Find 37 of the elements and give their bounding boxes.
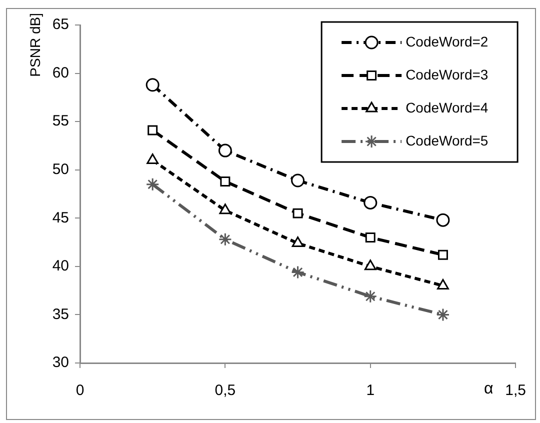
point [291,174,305,188]
legend-label: CodeWord=2 [406,33,488,50]
point [364,196,378,210]
y-tick-label: 45 [52,209,69,226]
point [365,232,376,242]
point [437,278,449,290]
point [219,204,232,214]
y-tick-label: 50 [52,161,69,178]
point [438,250,448,260]
x-tick-label: 0 [76,382,84,400]
legend-label: CodeWord=4 [406,99,488,116]
x-tick-label: 0,5 [214,382,236,400]
point [364,260,376,270]
point [292,236,304,247]
y-axis-title: PSNR dB] [26,13,43,77]
point [436,213,450,227]
y-tick-label: 65 [52,16,69,34]
point [146,178,160,192]
point [146,78,160,92]
point [436,308,450,322]
y-tick-label: 35 [52,306,69,323]
y-tick-label: 40 [52,258,69,275]
y-tick-label: 55 [52,112,69,130]
point [218,144,232,158]
x-tick-label: 1 [366,382,375,400]
legend-label: CodeWord=3 [406,66,488,82]
point [148,125,158,136]
x-tick-label: 1,5 [505,382,526,400]
legend-label: CodeWord=5 [406,132,488,148]
point [218,232,232,246]
point [220,176,230,186]
x-axis-title: α [484,380,494,398]
y-tick-label: 60 [52,64,69,82]
point [364,290,378,304]
point [292,208,303,218]
y-tick-label: 30 [52,354,69,372]
point [291,265,305,279]
